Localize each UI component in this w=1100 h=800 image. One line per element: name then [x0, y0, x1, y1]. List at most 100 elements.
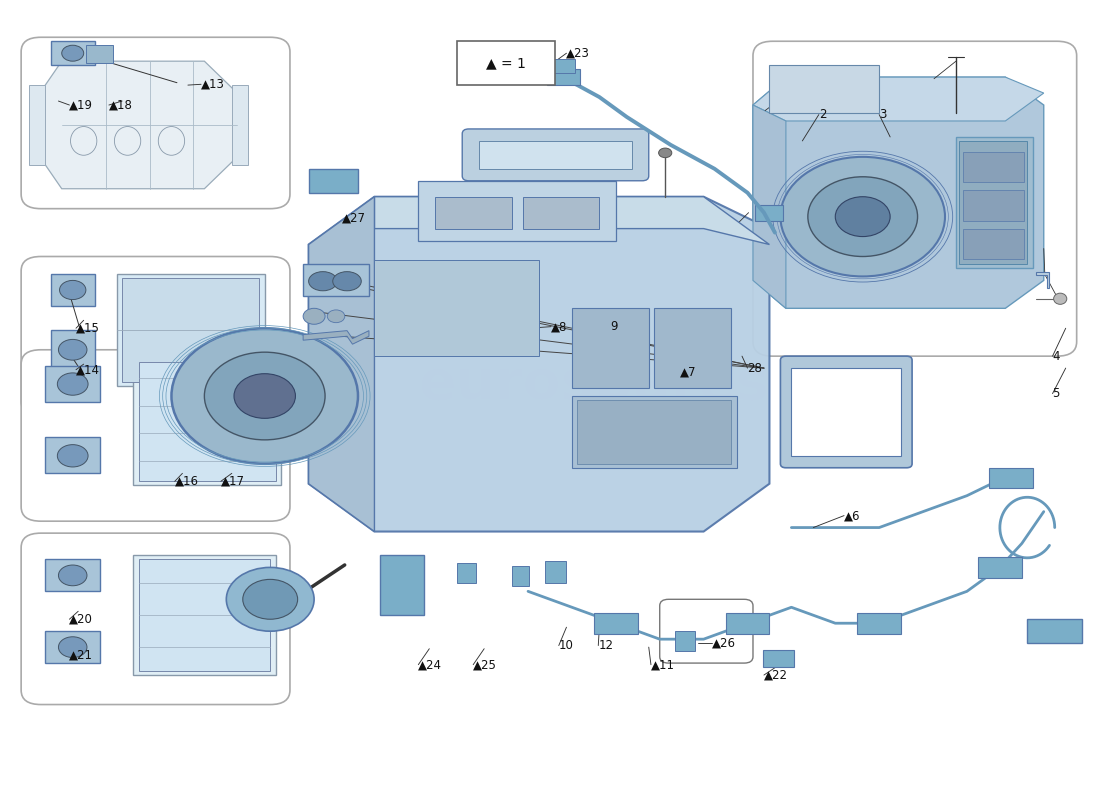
- Bar: [522, 197, 600, 229]
- Bar: [418, 181, 616, 241]
- Polygon shape: [374, 197, 769, 245]
- Ellipse shape: [835, 197, 890, 237]
- Text: ▲16: ▲16: [175, 475, 199, 488]
- Bar: [309, 169, 358, 193]
- Bar: [548, 58, 575, 73]
- Ellipse shape: [227, 567, 315, 631]
- Bar: [456, 42, 556, 85]
- Bar: [978, 557, 1022, 578]
- Text: ▲26: ▲26: [713, 637, 736, 650]
- Bar: [374, 261, 539, 356]
- Text: 4: 4: [1053, 350, 1060, 362]
- Ellipse shape: [243, 579, 298, 619]
- Bar: [572, 396, 737, 468]
- Bar: [763, 650, 793, 667]
- Ellipse shape: [295, 374, 323, 395]
- Ellipse shape: [1054, 293, 1067, 304]
- FancyBboxPatch shape: [21, 350, 290, 521]
- Bar: [86, 46, 113, 62]
- Text: ▲20: ▲20: [69, 613, 94, 626]
- Ellipse shape: [659, 148, 672, 158]
- Bar: [133, 358, 282, 486]
- Text: 2: 2: [818, 108, 826, 121]
- Bar: [139, 559, 271, 671]
- Text: ▲15: ▲15: [76, 322, 100, 334]
- Polygon shape: [304, 330, 368, 344]
- Text: ▲22: ▲22: [764, 669, 788, 682]
- Ellipse shape: [205, 352, 326, 440]
- Text: ▲25: ▲25: [473, 658, 497, 671]
- Bar: [956, 137, 1033, 269]
- Bar: [45, 631, 100, 663]
- Bar: [51, 274, 95, 306]
- Bar: [434, 197, 512, 229]
- Text: 5: 5: [1053, 387, 1060, 400]
- Bar: [544, 561, 566, 583]
- Text: 9: 9: [610, 320, 618, 333]
- Text: 3: 3: [879, 108, 887, 121]
- Text: ▲27: ▲27: [341, 212, 365, 225]
- Polygon shape: [309, 197, 769, 531]
- Polygon shape: [754, 105, 785, 308]
- Bar: [512, 566, 529, 586]
- Bar: [232, 85, 249, 165]
- Bar: [791, 368, 901, 456]
- Bar: [959, 141, 1027, 265]
- FancyBboxPatch shape: [21, 38, 290, 209]
- FancyBboxPatch shape: [780, 356, 912, 468]
- Text: ▲ = 1: ▲ = 1: [486, 56, 526, 70]
- Text: eurospares: eurospares: [418, 357, 769, 411]
- Ellipse shape: [59, 281, 86, 299]
- Ellipse shape: [57, 373, 88, 395]
- Bar: [122, 278, 260, 382]
- Text: ▲18: ▲18: [109, 98, 133, 111]
- Text: a passion...: a passion...: [507, 422, 681, 450]
- FancyBboxPatch shape: [660, 599, 754, 663]
- Bar: [287, 368, 331, 402]
- Ellipse shape: [62, 46, 84, 61]
- Ellipse shape: [295, 430, 323, 451]
- Bar: [117, 274, 265, 386]
- Bar: [962, 190, 1024, 221]
- Text: 12: 12: [598, 639, 614, 652]
- Text: ▲6: ▲6: [844, 509, 860, 522]
- Text: 10: 10: [559, 639, 574, 652]
- Bar: [594, 613, 638, 634]
- Ellipse shape: [780, 157, 945, 277]
- Bar: [51, 330, 95, 370]
- Ellipse shape: [332, 272, 361, 290]
- Bar: [51, 42, 95, 65]
- FancyBboxPatch shape: [462, 129, 649, 181]
- Ellipse shape: [807, 177, 917, 257]
- Bar: [304, 265, 368, 296]
- FancyBboxPatch shape: [754, 42, 1077, 356]
- Text: ▲24: ▲24: [418, 658, 442, 671]
- Polygon shape: [754, 77, 1044, 121]
- Bar: [675, 631, 695, 651]
- Text: ▲14: ▲14: [76, 363, 100, 376]
- Bar: [989, 468, 1033, 488]
- Polygon shape: [754, 77, 1044, 308]
- Ellipse shape: [58, 637, 87, 658]
- Ellipse shape: [328, 310, 344, 322]
- Ellipse shape: [309, 272, 337, 290]
- Bar: [962, 152, 1024, 182]
- FancyBboxPatch shape: [21, 533, 290, 705]
- Bar: [478, 141, 632, 169]
- Polygon shape: [1036, 273, 1049, 288]
- Text: ▲17: ▲17: [221, 475, 245, 488]
- Bar: [287, 424, 331, 458]
- Bar: [45, 559, 100, 591]
- Text: ▲11: ▲11: [651, 658, 675, 671]
- Text: ▲13: ▲13: [201, 78, 225, 90]
- Text: ▲21: ▲21: [69, 649, 94, 662]
- Ellipse shape: [304, 308, 326, 324]
- Text: ▲23: ▲23: [566, 46, 591, 60]
- FancyBboxPatch shape: [21, 257, 290, 416]
- Bar: [1027, 619, 1082, 643]
- Polygon shape: [309, 197, 374, 531]
- Bar: [45, 366, 100, 402]
- Bar: [29, 85, 45, 165]
- Bar: [133, 555, 276, 675]
- Ellipse shape: [172, 328, 358, 464]
